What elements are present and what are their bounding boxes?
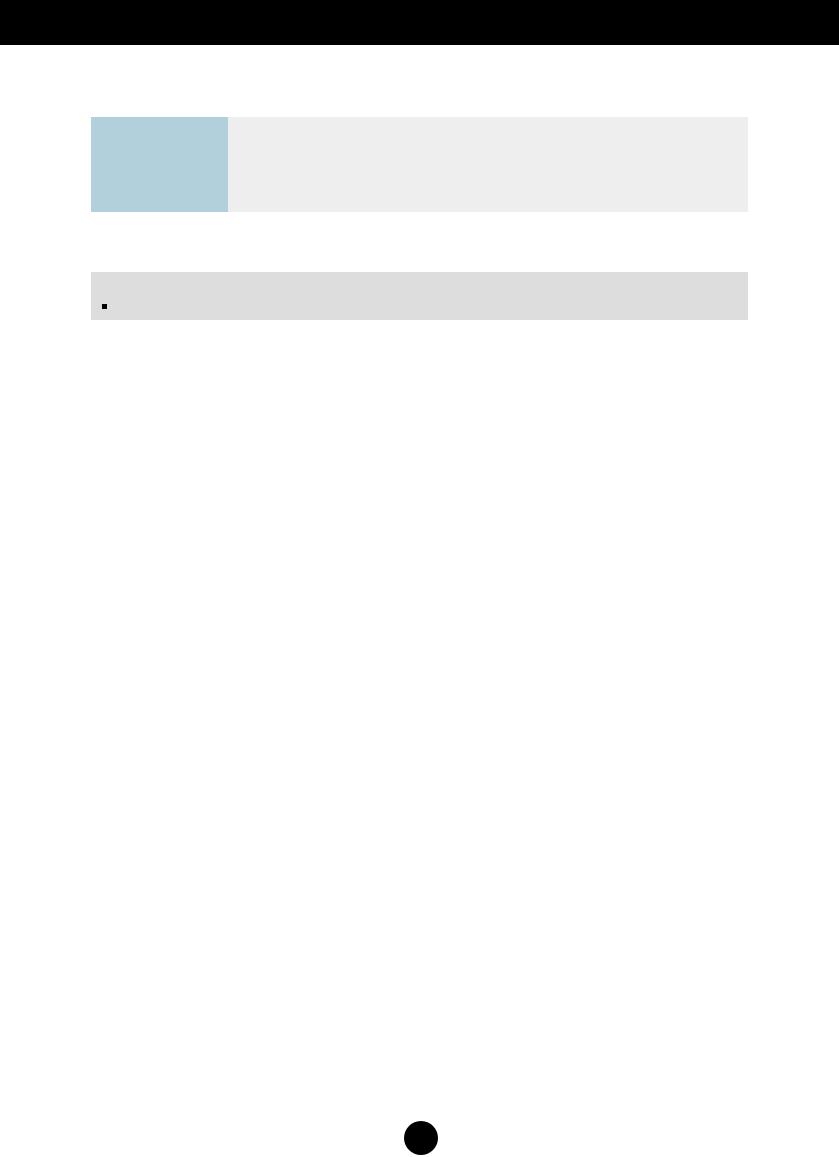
bullet [102, 304, 107, 309]
section-tab [91, 117, 228, 212]
section-heading-box [228, 117, 748, 212]
page-number-circle [404, 1121, 438, 1155]
header-bar [0, 0, 839, 45]
note-bar [91, 272, 748, 320]
